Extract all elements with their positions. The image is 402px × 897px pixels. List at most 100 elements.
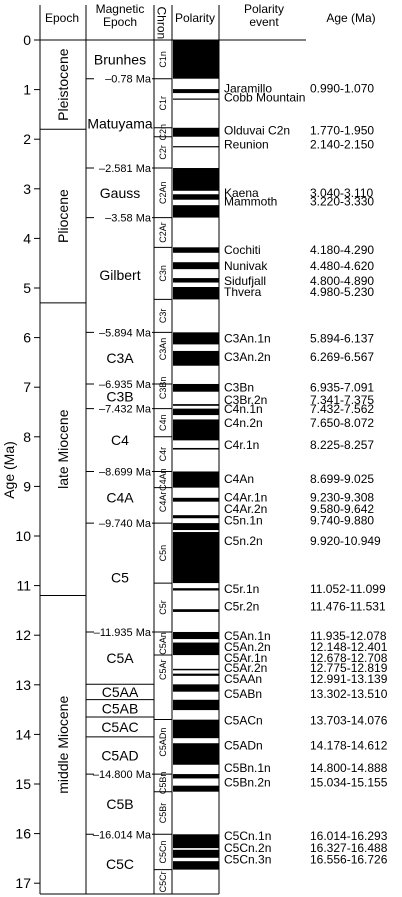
normal-polarity-band xyxy=(173,447,219,450)
magnetic-epoch-c5: C5 xyxy=(111,570,129,586)
header-magnetic-epoch-line2: Epoch xyxy=(102,15,138,29)
event-name-c5cn-1n: C5Cn.1n xyxy=(224,829,271,843)
boundary-label-bg xyxy=(94,212,152,223)
event-age-range: 9.740-9.880 xyxy=(310,514,374,528)
boundary-label-bg xyxy=(94,73,152,84)
boundary-label-7-432-ma: –7.432 Ma xyxy=(99,404,152,416)
event-name-c4n-2n: C4n.2n xyxy=(224,416,263,430)
axis-tick-label: 9 xyxy=(23,478,31,494)
normal-polarity-band xyxy=(173,631,219,640)
normal-polarity-band xyxy=(173,684,219,692)
boundary-label-bg xyxy=(94,378,152,389)
normal-polarity-band xyxy=(173,515,219,519)
normal-polarity-band xyxy=(173,497,219,502)
magnetic-epoch-c5c: C5C xyxy=(106,856,134,872)
event-age-range: 8.225-8.257 xyxy=(310,438,374,452)
magnetic-epoch-c5ac: C5AC xyxy=(101,719,138,735)
chron-label-c2ar: C2Ar xyxy=(158,222,168,243)
event-age-range: 13.703-14.076 xyxy=(310,714,388,728)
axis-tick-label: 12 xyxy=(15,627,31,643)
normal-polarity-band xyxy=(173,523,219,531)
event-name-c5bn-1n: C5Bn.1n xyxy=(224,761,271,775)
event-age-range: 6.935-7.091 xyxy=(310,381,374,395)
axis-tick-label: 13 xyxy=(15,677,31,693)
event-age-range: 9.920-10.949 xyxy=(310,534,381,548)
chron-label-c5bn: C5Bn xyxy=(158,772,168,795)
boundary-label-9-740-ma: –9.740 Ma xyxy=(99,518,152,530)
event-name-c3an-1n: C3An.1n xyxy=(224,332,271,346)
epoch-label-pleistocene: Pleistocene xyxy=(55,48,71,121)
chron-label-c5n: C5n xyxy=(158,545,168,562)
chron-label-c2r: C2r xyxy=(158,145,168,160)
boundary-label-2-581-ma: –2.581 Ma xyxy=(99,163,152,175)
event-name-c5r-2n: C5r.2n xyxy=(224,599,259,613)
axis-tick-label: 1 xyxy=(23,82,31,98)
magnetic-epoch-brunhes: Brunhes xyxy=(94,51,146,67)
event-name-c5ar-1n: C5Ar.1n xyxy=(224,651,267,665)
axis-tick-label: 8 xyxy=(23,429,31,445)
normal-polarity-band xyxy=(173,532,219,584)
normal-polarity-band xyxy=(173,205,219,218)
event-age-range: 11.052-11.099 xyxy=(310,582,386,596)
event-name-c4an: C4An xyxy=(224,472,254,486)
chron-label-c1r: C1r xyxy=(158,96,168,111)
chron-label-c4r: C4r xyxy=(158,447,168,462)
event-name-c5acn: C5ACn xyxy=(224,714,263,728)
header-age: Age (Ma) xyxy=(326,11,376,25)
polarity-column xyxy=(173,40,219,870)
boundary-label-bg xyxy=(94,327,152,338)
epoch-label-middle-miocene: middle Miocene xyxy=(55,696,71,794)
axis-tick-label: 5 xyxy=(23,280,31,296)
chron-label-c5adn: C5ADn xyxy=(158,728,168,757)
normal-polarity-band xyxy=(173,127,219,137)
normal-polarity-band xyxy=(173,404,219,406)
boundary-label-bg xyxy=(94,163,152,174)
event-name-kaena: Kaena xyxy=(224,186,259,200)
epoch-label-late-miocene: late Miocene xyxy=(55,409,71,489)
event-age-range: 16.327-16.488 xyxy=(310,841,388,855)
event-age-range: 12.991-13.139 xyxy=(310,672,388,686)
header-magnetic-epoch-line1: Magnetic xyxy=(95,2,145,16)
boundary-label-bg xyxy=(94,466,152,477)
chron-column: C1n C1r C2n C2r C2An C2Ar C3n C3r C3An C3Bn C4n C4r… xyxy=(154,39,172,892)
header-polarity-event-line1: Polarity xyxy=(243,2,284,16)
event-name-thvera: Thvera xyxy=(224,285,262,299)
normal-polarity-band xyxy=(173,168,219,191)
chron-label-c3r: C3r xyxy=(158,309,168,324)
header-polarity-event: Polarity event xyxy=(222,3,306,29)
magnetic-epoch-c5ab: C5AB xyxy=(102,700,139,716)
event-age-range: 15.034-15.155 xyxy=(310,776,388,790)
boundary-label-0-78-ma: –0.78 Ma xyxy=(105,74,152,86)
boundary-label-8-699-ma: –8.699 Ma xyxy=(99,466,152,478)
event-age-range: 1.770-1.950 xyxy=(310,123,374,137)
event-age-range: 11.935-12.078 xyxy=(310,629,387,643)
axis-tick-label: 14 xyxy=(15,726,31,742)
magnetic-epoch-gilbert: Gilbert xyxy=(99,267,140,283)
magnetic-epoch-c5aa: C5AA xyxy=(102,684,139,700)
chron-label-c5an: C5An xyxy=(158,632,168,655)
event-name-c4r-1n: C4r.1n xyxy=(224,438,259,452)
normal-polarity-band xyxy=(173,668,219,671)
normal-polarity-band xyxy=(173,89,219,94)
header-magnetic-epoch: Magnetic Epoch xyxy=(86,3,154,29)
event-age-range: 2.140-2.150 xyxy=(310,138,374,152)
header-epoch: Epoch xyxy=(44,11,80,25)
event-name-c5adn: C5ADn xyxy=(224,738,263,752)
boundary-label-3-58-ma: –3.58 Ma xyxy=(105,213,152,225)
event-name-mammoth: Mammoth xyxy=(224,195,277,209)
normal-polarity-band xyxy=(173,743,219,765)
axis-tick-label: 7 xyxy=(23,379,31,395)
axis-tick-label: 10 xyxy=(15,528,31,544)
boundary-label-14-800-ma: –14.800 Ma xyxy=(93,769,152,781)
event-age-range: 4.480-4.620 xyxy=(310,259,374,273)
magnetic-epoch-c3a: C3A xyxy=(106,350,134,366)
event-name-c5cn-2n: C5Cn.2n xyxy=(224,841,271,855)
chron-label-c3an: C3An xyxy=(158,338,168,361)
event-age-range: 7.432-7.562 xyxy=(310,402,374,416)
normal-polarity-band xyxy=(173,278,219,283)
event-age-range: 16.014-16.293 xyxy=(310,829,388,843)
magnetic-epoch-c5ad: C5AD xyxy=(101,747,138,763)
chron-label-c4ar: C4Ar xyxy=(158,492,168,513)
